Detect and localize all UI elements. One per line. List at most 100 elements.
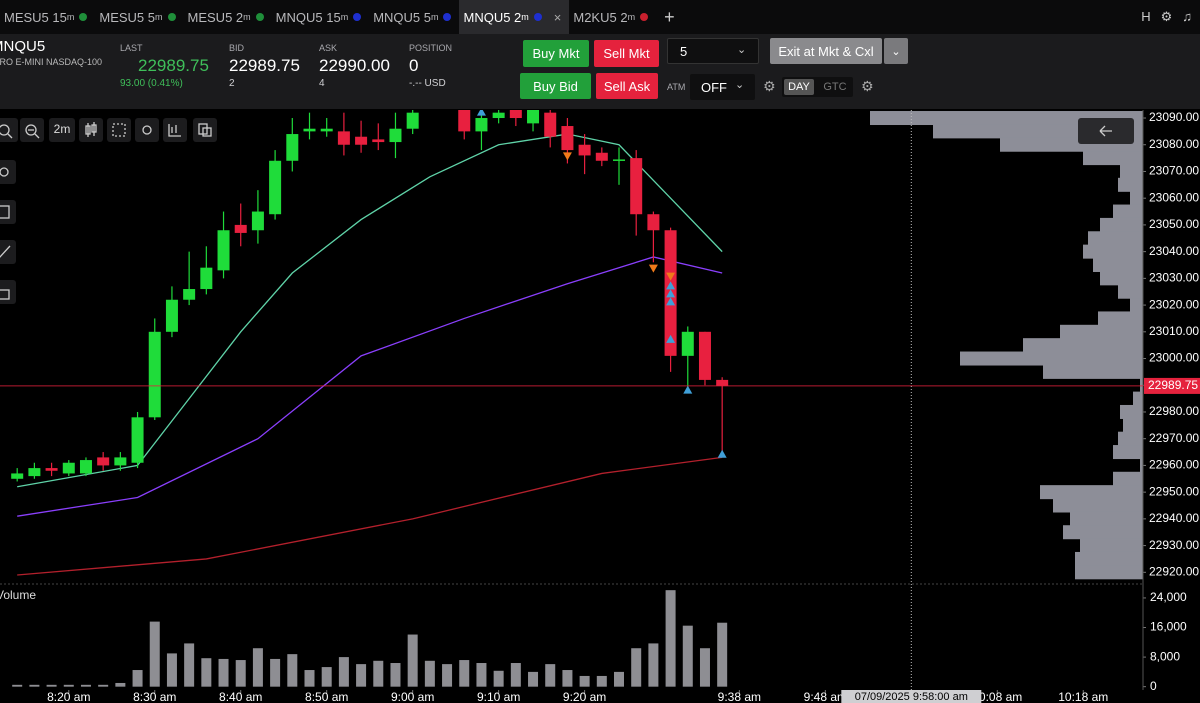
profile-bar: [1100, 271, 1143, 286]
candle-body: [698, 331, 711, 380]
volume-bar: [631, 648, 642, 687]
candle-body: [11, 473, 24, 479]
x-tick-label: 10:18 am: [1058, 690, 1108, 703]
crosshair-label: 07/09/2025 9:58:00 am: [855, 691, 968, 703]
candle-body: [217, 230, 230, 271]
day-button[interactable]: DAY: [784, 79, 814, 95]
bid: 22989.75: [229, 56, 300, 75]
atm-select[interactable]: OFF: [690, 74, 755, 100]
profile-bar: [1080, 538, 1143, 553]
buy-mkt-button[interactable]: Buy Mkt: [523, 40, 589, 67]
gtc-button[interactable]: GTC: [823, 81, 847, 93]
candle-body: [337, 131, 350, 145]
execution-marker: [648, 264, 658, 273]
candle-body: [509, 110, 522, 119]
volume-profile: [870, 111, 1143, 580]
last-price-label: 22989.75: [1148, 378, 1198, 392]
y-tick-label: 22960.00: [1149, 458, 1199, 472]
order-settings[interactable]: ⚙: [861, 78, 874, 94]
volume-bar: [218, 658, 229, 687]
profile-bar: [1120, 164, 1143, 179]
candle-body: [28, 468, 41, 477]
y-tick-label: 22940.00: [1149, 511, 1199, 525]
bid-size: 2: [229, 78, 235, 89]
tab[interactable]: MNQU5 2 m ×: [459, 0, 570, 34]
y-tick-label: 23070.00: [1149, 164, 1199, 178]
last-price-box: [1144, 377, 1200, 394]
chart-toolbar[interactable]: [0, 118, 1134, 304]
y-tick-label: 23090.00: [1149, 110, 1199, 124]
description: MICRO E-MINI NASDAQ-100: [0, 57, 103, 67]
volume-bar: [407, 634, 418, 687]
settings-icon[interactable]: ⚙: [1160, 9, 1173, 24]
tab-dot: [443, 13, 452, 21]
tab-label: M2KU5 2: [573, 9, 628, 25]
volume-bar: [115, 682, 126, 687]
exit-button[interactable]: Exit at Mkt & Cxl: [770, 38, 882, 64]
volume-bar: [562, 670, 573, 687]
profile-bar: [1098, 311, 1143, 326]
x-tick-label: 8:20 am: [47, 690, 90, 703]
volume-bar: [304, 670, 315, 687]
layout-button[interactable]: H: [1141, 9, 1151, 24]
candle-body: [303, 128, 316, 132]
buy-bid-button[interactable]: Buy Bid: [520, 73, 591, 99]
volume-tick-label: 0: [1150, 679, 1157, 693]
candle-body: [544, 112, 557, 137]
moving-average: [17, 456, 723, 576]
profile-bar: [1070, 511, 1143, 526]
candle-body: [492, 112, 505, 119]
tab-label: MESU5 15: [4, 9, 67, 25]
add-tab[interactable]: +: [664, 6, 675, 27]
quantity-dropdown-icon[interactable]: ⌄: [737, 44, 747, 56]
profile-bar: [1123, 418, 1143, 433]
tab-dot: [255, 13, 264, 21]
tab-unit: m: [430, 12, 439, 22]
y-tick-label: 22930.00: [1149, 538, 1199, 552]
volume-label: Volume: [0, 588, 36, 602]
tab[interactable]: MESU5 15 m: [0, 0, 95, 34]
volume-bar: [321, 667, 332, 687]
tab-close[interactable]: ×: [553, 9, 562, 25]
candle-body: [320, 128, 333, 132]
tab[interactable]: MNQU5 15 m: [272, 0, 370, 34]
exit-dropdown[interactable]: ⌄: [884, 38, 908, 64]
tab-unit: m: [340, 12, 349, 22]
sell-ask-button[interactable]: Sell Ask: [596, 73, 658, 99]
sell-mkt-button[interactable]: Sell Mkt: [594, 40, 659, 67]
tab-label: MNQU5 5: [373, 9, 431, 25]
tab-unit: m: [66, 12, 75, 22]
crosshair-box: [841, 690, 982, 703]
volume-bar: [98, 684, 109, 687]
volume-bar: [201, 658, 212, 687]
volume-bar: [510, 663, 521, 687]
volume-bar: [46, 684, 57, 687]
candle-body: [716, 379, 729, 386]
profile-bar: [1075, 565, 1143, 580]
profile-bar: [870, 111, 1143, 126]
profile-bar: [1113, 445, 1143, 460]
volume-bar: [424, 660, 435, 687]
tab-dot: [167, 13, 176, 21]
volume-bar: [132, 670, 143, 687]
quantity-input[interactable]: 5: [667, 38, 759, 64]
interval-button[interactable]: 2m: [54, 122, 71, 136]
x-tick-label: 10:08 am: [972, 690, 1022, 703]
plot-area: [11, 110, 729, 576]
atm-dropdown-icon[interactable]: ⌄: [735, 79, 745, 91]
volume-bar: [166, 653, 177, 687]
notifications-icon[interactable]: ♫: [1182, 9, 1192, 24]
execution-marker: [666, 272, 676, 281]
candle-body: [79, 460, 92, 474]
moving-average: [17, 256, 723, 517]
ask-label: ASK: [319, 43, 338, 53]
profile-bar: [1093, 257, 1143, 272]
atm-settings[interactable]: ⚙: [763, 78, 776, 94]
profile-bar: [1118, 284, 1143, 299]
